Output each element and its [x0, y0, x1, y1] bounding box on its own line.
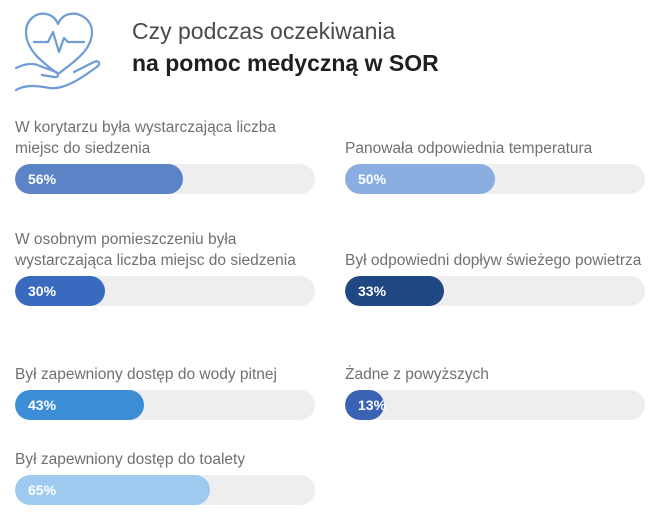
bar-track: 33%	[345, 276, 645, 306]
bar-fill	[345, 164, 495, 194]
bar-item-seating-corridor: W korytarzu była wystarczająca liczba mi…	[15, 113, 315, 194]
bar-track: 13%	[345, 390, 645, 420]
bar-item-none-of-above: Żadne z powyższych 13%	[345, 339, 645, 420]
bar-value-label: 65%	[28, 482, 57, 498]
bar-label: Żadne z powyższych	[345, 366, 489, 383]
heart-hand-icon	[14, 12, 101, 92]
bar-track: 30%	[15, 276, 315, 306]
bar-value-label: 43%	[28, 397, 57, 413]
bar-value-label: 50%	[358, 171, 387, 187]
bar-track: 43%	[15, 390, 315, 420]
bar-track: 56%	[15, 164, 315, 194]
bar-value-label: 56%	[28, 171, 57, 187]
bar-label: Był zapewniony dostęp do wody pitnej	[15, 366, 277, 383]
bar-item-temperature: Panowała odpowiednia temperatura 50%	[345, 113, 645, 194]
bar-value-label: 33%	[358, 283, 387, 299]
chart-title-line2: na pomoc medyczną w SOR	[132, 50, 439, 76]
bar-track: 65%	[15, 475, 315, 505]
bar-fill	[15, 276, 105, 306]
bar-fill	[15, 390, 144, 420]
bar-fill	[345, 390, 384, 420]
bar-label: W osobnym pomieszczeniu była wystarczają…	[15, 231, 296, 269]
bar-label: Był odpowiedni dopływ świeżego powietrza	[345, 252, 642, 269]
bar-item-toilet-access: Był zapewniony dostęp do toalety 65%	[15, 424, 315, 505]
bar-item-drinking-water: Był zapewniony dostęp do wody pitnej 43%	[15, 339, 315, 420]
bar-label: W korytarzu była wystarczająca liczba mi…	[15, 119, 276, 157]
bar-item-fresh-air: Był odpowiedni dopływ świeżego powietrza…	[345, 225, 645, 306]
bar-value-label: 13%	[358, 397, 387, 413]
bar-label: Był zapewniony dostęp do toalety	[15, 451, 246, 468]
bar-item-seating-room: W osobnym pomieszczeniu była wystarczają…	[15, 225, 330, 306]
chart-title-line1: Czy podczas oczekiwania	[132, 18, 396, 44]
bar-fill	[15, 164, 183, 194]
bar-fill	[345, 276, 444, 306]
bar-track: 50%	[345, 164, 645, 194]
bar-value-label: 30%	[28, 283, 57, 299]
bar-label: Panowała odpowiednia temperatura	[345, 140, 593, 157]
bar-fill	[15, 475, 210, 505]
